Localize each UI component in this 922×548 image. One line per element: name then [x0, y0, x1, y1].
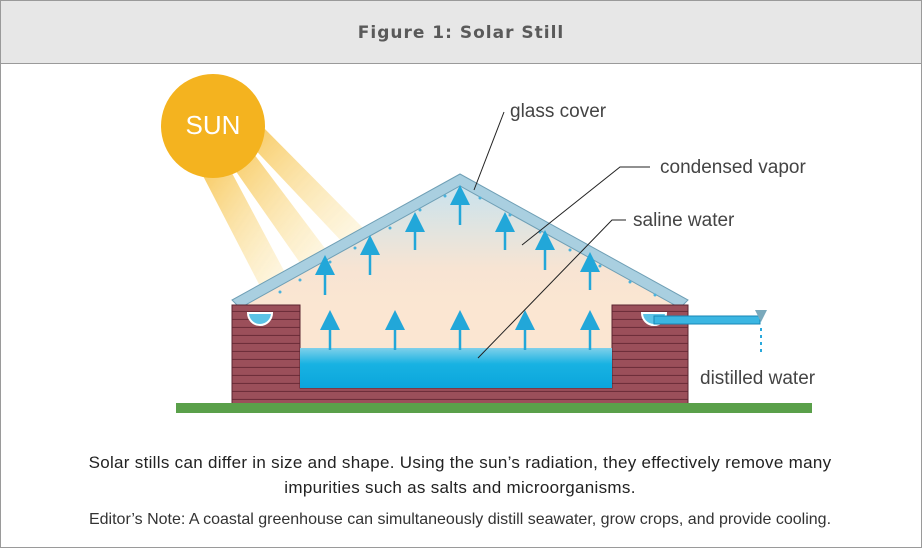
ground: [176, 403, 812, 413]
outlet-pipe: [654, 316, 760, 324]
sun-label: SUN: [186, 110, 241, 140]
label: saline water: [633, 210, 735, 231]
label: glass cover: [510, 101, 607, 122]
label: condensed vapor: [660, 157, 806, 178]
editor-note: Editor’s Note: A coastal greenhouse can …: [0, 511, 920, 529]
saline-water: [300, 348, 612, 388]
caption: Solar stills can differ in size and shap…: [60, 450, 860, 500]
label: distilled water: [700, 368, 816, 389]
